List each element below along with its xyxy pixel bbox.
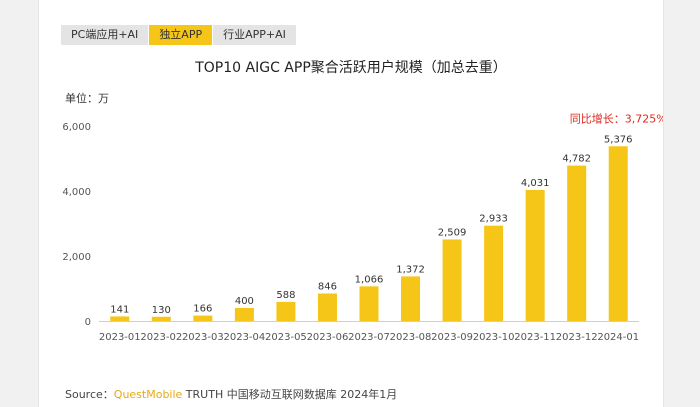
bar xyxy=(151,316,171,321)
x-tick-label: 2023-06 xyxy=(307,332,349,343)
data-label: 1,066 xyxy=(355,274,384,285)
data-label: 5,376 xyxy=(604,134,633,145)
x-tick-label: 2024-01 xyxy=(597,332,639,343)
bar xyxy=(234,308,254,321)
chart-card: PC端应用+AI 独立APP 行业APP+AI TOP10 AIGC APP聚合… xyxy=(38,0,664,407)
bar xyxy=(567,165,587,321)
x-tick-label: 2023-02 xyxy=(140,332,182,343)
unit-label: 单位：万 xyxy=(65,92,109,105)
data-label: 2,509 xyxy=(438,227,467,238)
bar xyxy=(401,276,421,321)
x-tick-label: 2023-10 xyxy=(473,332,515,343)
data-label: 400 xyxy=(235,296,254,307)
x-tick-label: 2023-12 xyxy=(556,332,598,343)
x-tick-label: 2023-07 xyxy=(348,332,390,343)
bar xyxy=(608,146,628,321)
y-tick-label: 0 xyxy=(85,317,91,328)
source-brand: QuestMobile xyxy=(113,388,183,401)
source-note: Source：QuestMobile TRUTH 中国移动互联网数据库 2024… xyxy=(65,386,397,402)
x-tick-label: 2023-04 xyxy=(223,332,265,343)
x-tick-label: 2023-01 xyxy=(99,332,141,343)
bar xyxy=(484,225,504,321)
data-label: 588 xyxy=(276,290,295,301)
data-label: 846 xyxy=(318,282,337,293)
bar xyxy=(442,239,462,321)
tab-industry-app-ai[interactable]: 行业APP+AI xyxy=(213,25,297,45)
source-prefix: Source： xyxy=(65,388,114,401)
y-tick-label: 4,000 xyxy=(62,187,91,198)
y-tick-label: 6,000 xyxy=(62,122,91,133)
bar xyxy=(317,293,337,321)
bar xyxy=(525,189,545,321)
data-label: 130 xyxy=(152,305,171,316)
source-rest: TRUTH 中国移动互联网数据库 2024年1月 xyxy=(182,388,398,401)
x-tick-label: 2023-05 xyxy=(265,332,307,343)
tab-standalone-app[interactable]: 独立APP xyxy=(149,25,214,45)
data-label: 4,782 xyxy=(562,154,591,165)
data-label: 166 xyxy=(193,304,212,315)
data-label: 141 xyxy=(110,304,129,315)
bar xyxy=(110,316,130,321)
x-tick-label: 2023-03 xyxy=(182,332,224,343)
bar-chart: 0 2,000 4,000 6,000 141 2023-01 130 2023-02 166 2… xyxy=(62,111,663,343)
chart-title: TOP10 AIGC APP聚合活跃用户规模（加总去重） xyxy=(195,60,507,76)
data-label: 2,933 xyxy=(479,214,508,225)
data-label: 1,372 xyxy=(396,264,425,275)
tab-pc-apps-ai[interactable]: PC端应用+AI xyxy=(61,25,150,45)
bar xyxy=(276,301,296,321)
bar xyxy=(193,315,213,321)
x-tick-label: 2023-08 xyxy=(390,332,432,343)
x-tick-label: 2023-09 xyxy=(431,332,473,343)
growth-annotation: 同比增长：3,725% xyxy=(570,111,663,125)
bar xyxy=(359,286,379,321)
x-tick-label: 2023-11 xyxy=(514,332,556,343)
data-label: 4,031 xyxy=(521,178,550,189)
view-tabs: PC端应用+AI 独立APP 行业APP+AI xyxy=(61,25,297,45)
y-tick-label: 2,000 xyxy=(62,252,91,263)
